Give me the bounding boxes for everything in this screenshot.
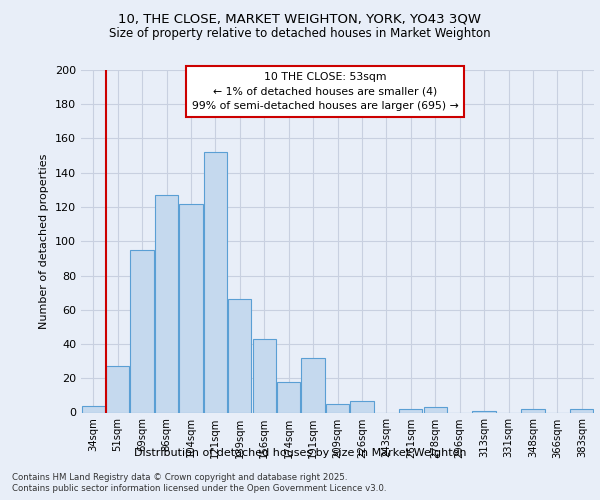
Bar xyxy=(82,406,105,412)
Bar xyxy=(301,358,325,412)
Text: Size of property relative to detached houses in Market Weighton: Size of property relative to detached ho… xyxy=(109,28,491,40)
Text: Contains public sector information licensed under the Open Government Licence v3: Contains public sector information licen… xyxy=(12,484,386,493)
Bar xyxy=(424,408,447,412)
Bar xyxy=(155,195,178,412)
Bar xyxy=(179,204,203,412)
Bar xyxy=(326,404,349,412)
Bar xyxy=(228,300,251,412)
Bar xyxy=(350,400,374,412)
Bar xyxy=(130,250,154,412)
Text: 10 THE CLOSE: 53sqm
← 1% of detached houses are smaller (4)
99% of semi-detached: 10 THE CLOSE: 53sqm ← 1% of detached hou… xyxy=(192,72,458,112)
Bar xyxy=(277,382,300,412)
Text: 10, THE CLOSE, MARKET WEIGHTON, YORK, YO43 3QW: 10, THE CLOSE, MARKET WEIGHTON, YORK, YO… xyxy=(119,12,482,26)
Text: Distribution of detached houses by size in Market Weighton: Distribution of detached houses by size … xyxy=(134,448,466,458)
Bar xyxy=(570,409,593,412)
Bar xyxy=(106,366,129,412)
Y-axis label: Number of detached properties: Number of detached properties xyxy=(40,154,49,329)
Bar xyxy=(253,339,276,412)
Bar xyxy=(472,411,496,412)
Bar xyxy=(521,409,545,412)
Bar xyxy=(399,409,422,412)
Text: Contains HM Land Registry data © Crown copyright and database right 2025.: Contains HM Land Registry data © Crown c… xyxy=(12,472,347,482)
Bar xyxy=(204,152,227,412)
